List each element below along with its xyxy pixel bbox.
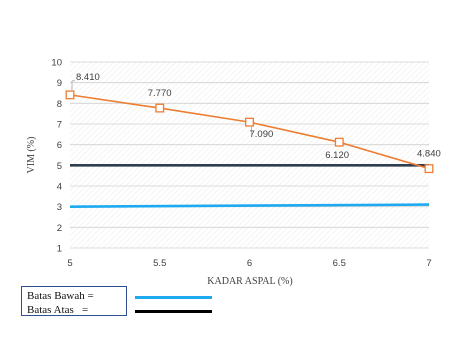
data-label-vim-1: 7.770	[148, 88, 172, 99]
series-line-batas-bawah	[69, 203, 430, 208]
x-tick-label-7: 7	[426, 258, 431, 269]
y-tick-label-4: 4	[57, 182, 62, 193]
x-tick-label-5: 5	[67, 258, 72, 269]
legend: Batas Bawah = Batas Atas =	[21, 286, 212, 316]
y-tick-label-3: 3	[57, 202, 62, 213]
vim-chart: 1 2 3 4 5 6 7 8 9 10 5 5.5 6 6.5 7 VIM (%) KADAR ASPA…	[26, 58, 441, 288]
plot-area	[70, 62, 429, 248]
y-tick-label-2: 2	[57, 223, 62, 234]
x-tick-label-5-5: 5.5	[153, 258, 166, 269]
y-tick-label-6: 6	[57, 140, 62, 151]
legend-label-batas-bawah: Batas Bawah =	[27, 290, 94, 302]
legend-swatch-batas-bawah	[135, 296, 212, 299]
x-axis-label: KADAR ASPAL (%)	[207, 276, 292, 287]
x-tick-label-6: 6	[247, 258, 252, 269]
y-tick-label-9: 9	[57, 78, 62, 89]
y-tick-label-10: 10	[51, 58, 62, 69]
y-tick-label-7: 7	[57, 120, 62, 131]
data-point-vim-3	[334, 137, 344, 147]
data-label-vim-4: 4.840	[417, 149, 441, 160]
data-label-vim-3: 6.120	[325, 150, 349, 161]
legend-label-batas-atas: Batas Atas =	[27, 304, 89, 316]
data-point-vim-1	[155, 103, 165, 113]
data-point-vim-2	[245, 117, 254, 127]
legend-item-batas-atas: Batas Atas =	[22, 304, 217, 317]
data-point-vim-0	[65, 90, 75, 100]
legend-swatch-batas-atas	[135, 310, 212, 313]
chart-frame: 1 2 3 4 5 6 7 8 9 10 5 5.5 6 6.5 7 VIM (%) KADAR ASPA…	[21, 58, 441, 316]
y-axis-label: VIM (%)	[26, 137, 37, 174]
y-tick-label-1: 1	[57, 244, 62, 255]
y-tick-label-5: 5	[57, 161, 62, 172]
legend-item-batas-bawah: Batas Bawah =	[22, 290, 217, 303]
data-point-vim-4	[424, 164, 434, 174]
data-label-vim-2: 7.090	[250, 129, 274, 140]
data-label-vim-0: 8.410	[76, 72, 100, 83]
y-tick-label-8: 8	[57, 99, 62, 110]
x-tick-label-6-5: 6.5	[333, 258, 346, 269]
